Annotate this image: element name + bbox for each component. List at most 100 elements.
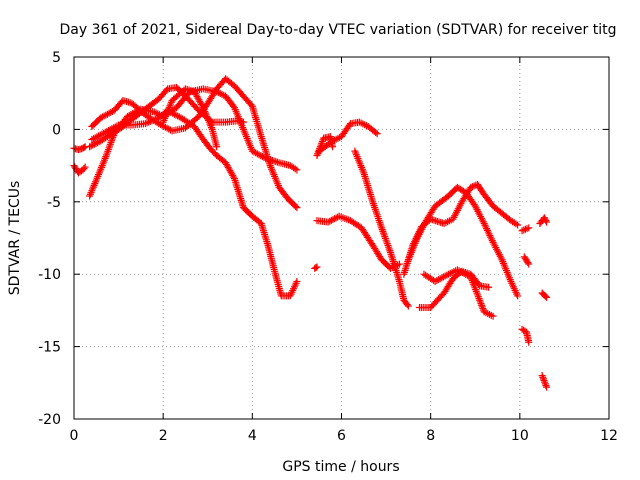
series-track-g <box>159 85 221 151</box>
data-point-marker <box>148 117 156 125</box>
data-point-marker <box>525 338 533 346</box>
data-point-marker <box>484 228 492 236</box>
series-track-f <box>88 107 301 300</box>
data-point-marker <box>541 378 549 386</box>
data-point-marker <box>313 263 321 271</box>
data-point-marker <box>481 221 489 229</box>
data-point-marker <box>86 143 94 151</box>
y-tick-label: 0 <box>52 122 61 138</box>
data-point-marker <box>520 226 528 234</box>
series-track-t <box>536 214 551 228</box>
data-point-marker <box>89 141 97 149</box>
data-point-marker <box>543 218 551 226</box>
data-point-marker <box>543 383 551 391</box>
series-track-s <box>518 325 533 346</box>
data-point-marker <box>92 139 100 147</box>
data-point-marker <box>489 312 497 320</box>
data-point-marker <box>543 293 551 301</box>
data-point-marker <box>145 118 153 126</box>
data-point-marker <box>293 166 301 174</box>
data-point-marker <box>239 118 247 126</box>
data-point-marker <box>512 220 520 228</box>
data-point-marker <box>81 163 89 171</box>
series-track-q <box>518 224 533 235</box>
data-point-marker <box>113 122 121 130</box>
data-point-marker <box>293 277 301 285</box>
data-point-marker <box>151 115 159 123</box>
data-point-marker <box>518 227 526 235</box>
data-point-marker <box>478 303 486 311</box>
data-point-marker <box>143 119 151 127</box>
data-point-marker <box>324 218 332 226</box>
data-point-marker <box>525 224 533 232</box>
data-point-marker <box>395 260 403 268</box>
y-tick-label: 5 <box>52 50 61 66</box>
series-track-u <box>538 289 551 301</box>
data-point-marker <box>329 216 337 224</box>
data-point-marker <box>479 305 487 313</box>
series-track-e <box>88 75 301 212</box>
y-tick-label: -10 <box>38 267 61 283</box>
data-point-marker <box>332 214 340 222</box>
series-track-r <box>520 253 533 268</box>
data-point-marker <box>485 283 493 291</box>
data-point-marker <box>477 300 485 308</box>
data-point-marker <box>514 292 522 300</box>
data-point-marker <box>330 215 338 223</box>
x-tick-label: 8 <box>426 428 435 444</box>
data-point-marker <box>329 143 337 151</box>
data-point-marker <box>514 221 522 229</box>
data-point-marker <box>540 377 548 385</box>
data-point-marker <box>198 102 206 110</box>
data-point-marker <box>539 373 547 381</box>
data-point-marker <box>326 217 334 225</box>
data-point-marker <box>541 380 549 388</box>
y-axis-label: SDTVAR / TECUs <box>7 181 23 296</box>
x-tick-label: 10 <box>511 428 529 444</box>
data-point-marker <box>524 259 532 267</box>
data-point-marker <box>293 204 301 212</box>
axis-ticks: 0 2 4 6 8 10 12 5 0 -5 -10 -15 -20 <box>38 50 618 444</box>
data-point-marker <box>480 220 488 228</box>
data-point-marker <box>403 301 411 309</box>
series-track-j <box>313 133 337 159</box>
data-point-marker <box>476 298 484 306</box>
series-track-m <box>400 180 522 278</box>
data-point-marker <box>80 144 88 151</box>
series-track-v <box>538 372 551 391</box>
data-point-marker <box>483 226 491 234</box>
data-point-marker <box>146 117 154 125</box>
y-tick-label: -5 <box>47 195 61 211</box>
data-point-marker <box>476 296 484 304</box>
data-point-marker <box>523 225 531 233</box>
data-point-marker <box>485 230 493 238</box>
data-point-marker <box>372 129 380 137</box>
data-point-marker <box>90 140 98 148</box>
plot-frame <box>73 56 610 420</box>
data-point-marker <box>230 173 238 181</box>
x-tick-label: 6 <box>337 428 346 444</box>
y-tick-label: -20 <box>38 412 61 428</box>
x-tick-label: 4 <box>248 428 257 444</box>
data-point-marker <box>468 183 476 191</box>
data-point-marker <box>539 375 547 383</box>
data-point-marker <box>213 143 221 151</box>
data-point-marker <box>486 231 494 239</box>
series-track-i <box>315 118 381 155</box>
y-tick-label: -15 <box>38 340 61 356</box>
data-point-marker <box>482 223 490 231</box>
data-point-marker <box>521 225 529 233</box>
data-point-marker <box>542 381 550 389</box>
series-track-n <box>404 183 522 300</box>
x-tick-label: 2 <box>159 428 168 444</box>
data-point-marker <box>327 216 335 224</box>
data-point-marker <box>291 165 299 173</box>
chart-title: Day 361 of 2021, Sidereal Day-to-day VTE… <box>60 22 617 38</box>
series-track-p <box>420 266 497 320</box>
data-point-marker <box>404 302 412 310</box>
data-point-marker <box>150 116 158 124</box>
x-axis-label: GPS time / hours <box>282 459 399 475</box>
series-track-a <box>70 143 89 154</box>
data-point-marker <box>141 120 149 128</box>
series-track-l <box>351 147 412 310</box>
